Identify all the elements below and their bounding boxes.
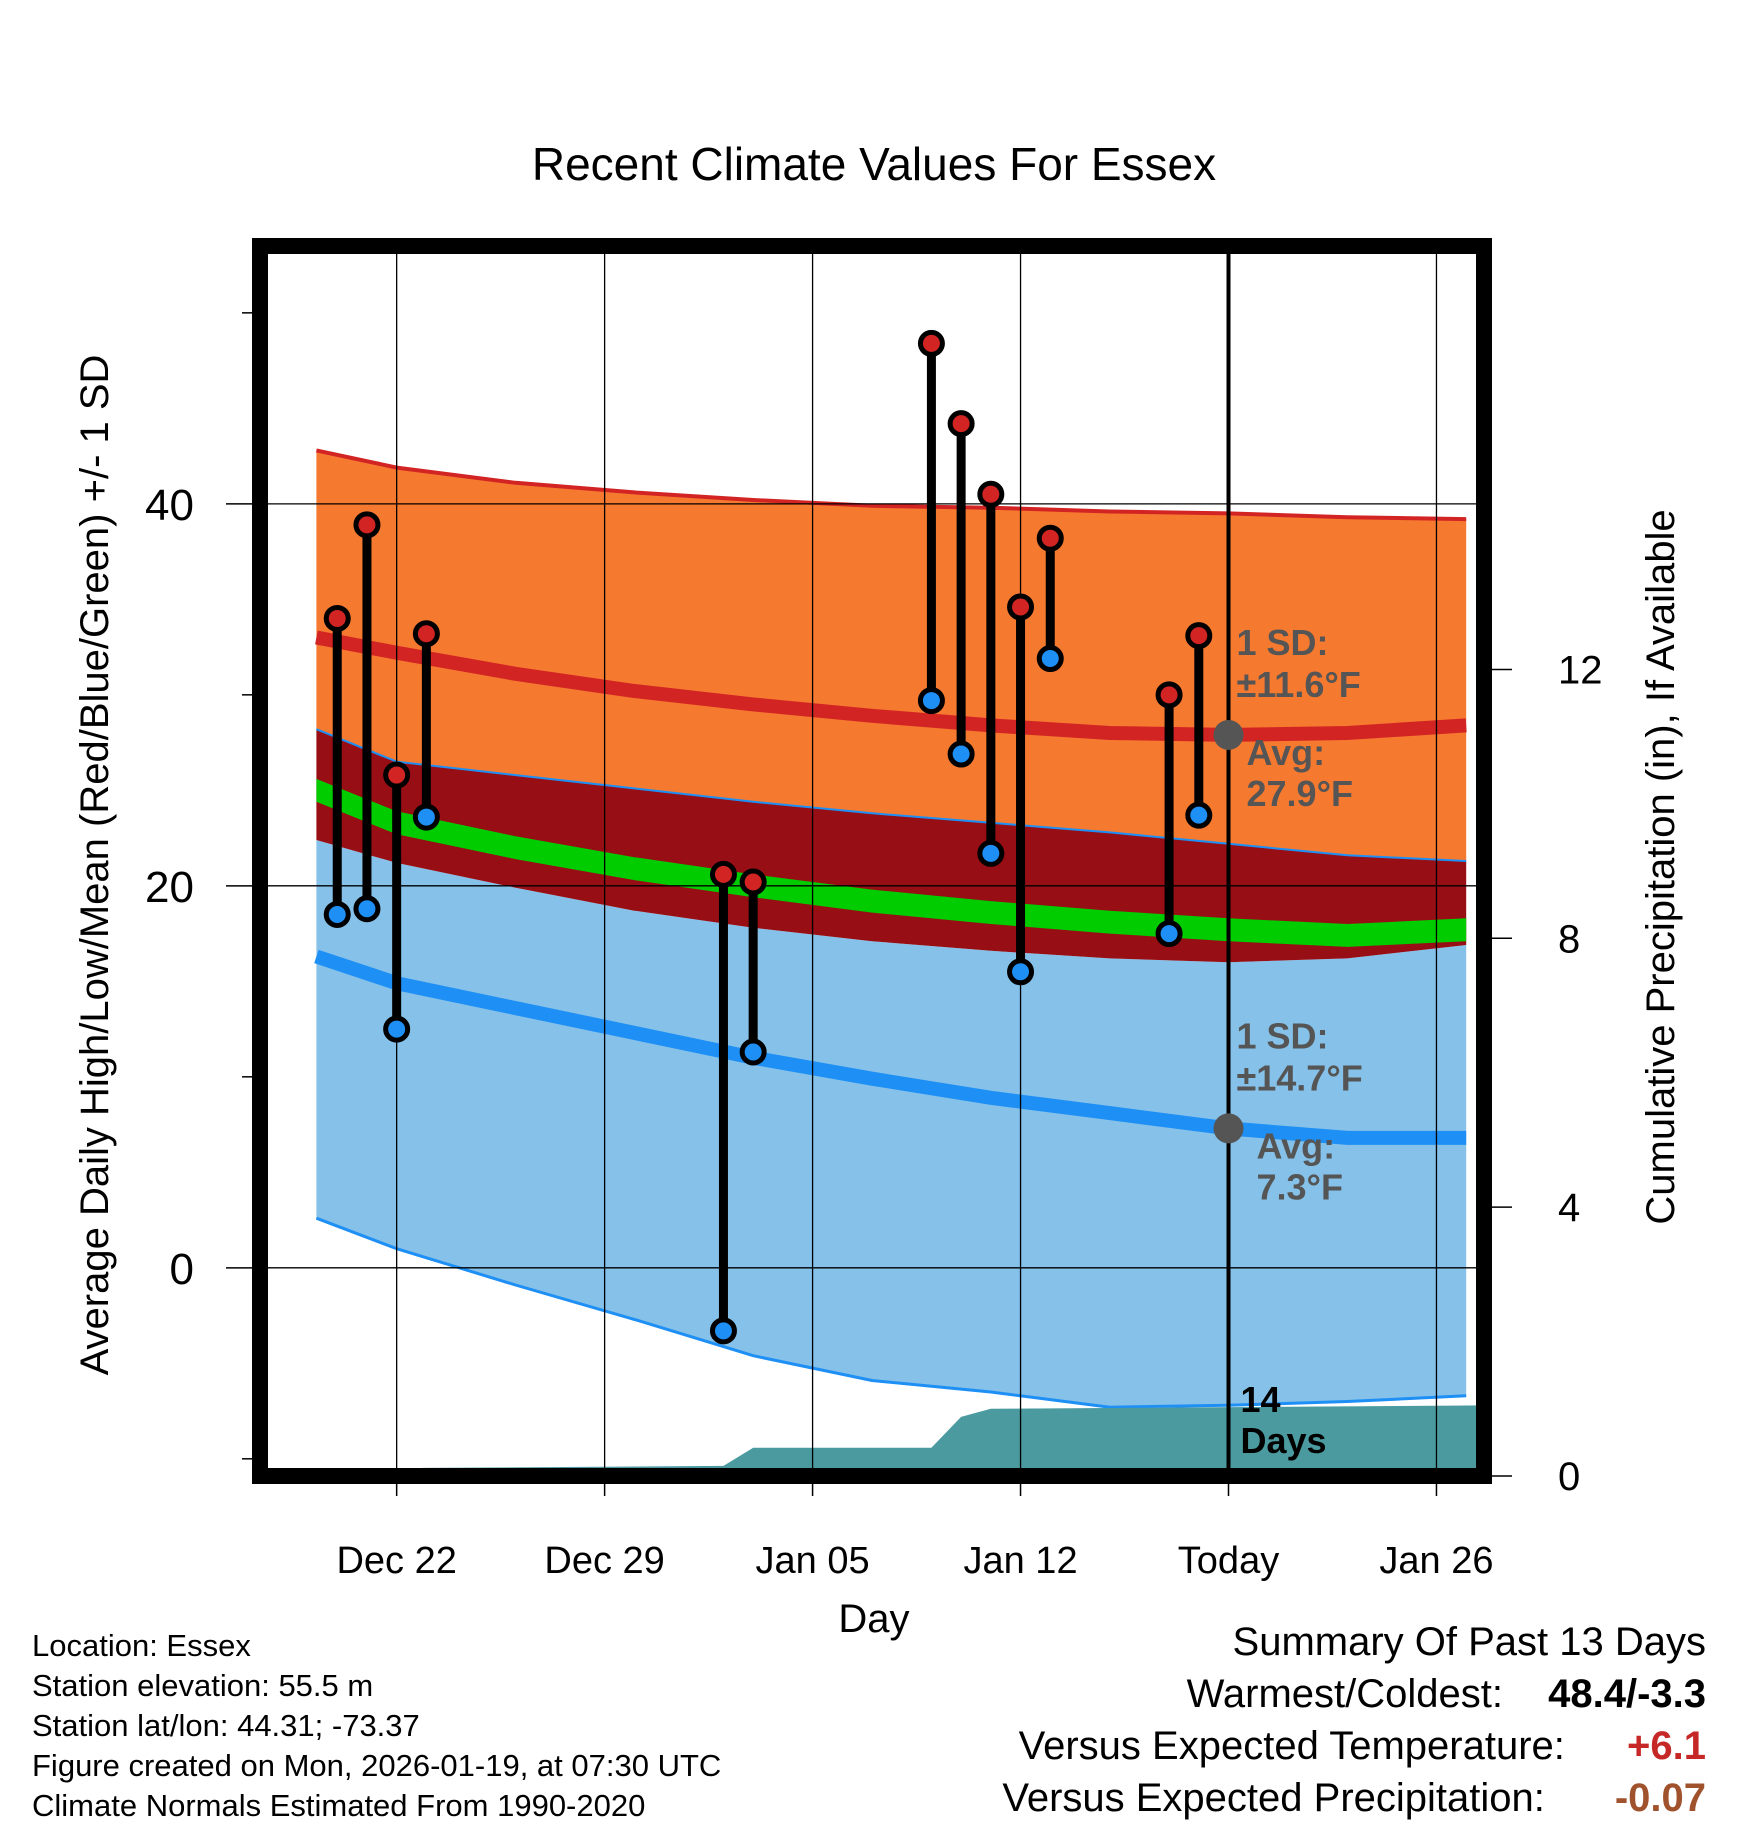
summary-title: Summary Of Past 13 Days bbox=[1232, 1620, 1706, 1664]
low-mean-line bbox=[314, 949, 1467, 1145]
mean-band bbox=[316, 729, 1467, 963]
high-mean-line bbox=[315, 630, 1467, 742]
plot-area bbox=[260, 246, 1484, 1476]
high-lower-line bbox=[316, 728, 1467, 862]
summary-temp: Versus Expected Temperature: +6.1 bbox=[1019, 1724, 1706, 1769]
meta-normals: Climate Normals Estimated From 1990-2020 bbox=[32, 1788, 646, 1823]
obs-low-point-7 bbox=[947, 740, 975, 768]
y-axis-label-left: Average Daily High/Low/Mean (Red/Blue/Gr… bbox=[73, 355, 117, 1376]
high-avg-marker bbox=[1213, 719, 1244, 750]
axes-layer: Dec 22 Dec 29 Jan 05 Jan 12 Today Jan 2602040… bbox=[145, 238, 1603, 1582]
obs-high-point-7 bbox=[947, 410, 975, 438]
obs-high-point-12 bbox=[1185, 622, 1213, 650]
y-right-tick-label-0: 0 bbox=[1558, 1455, 1580, 1499]
obs-low-point-2 bbox=[383, 1015, 411, 1043]
x-tick-label-3: Jan 12 bbox=[963, 1540, 1077, 1582]
high-sd-value: ±11.6°F bbox=[1237, 664, 1361, 705]
obs-low-point-0 bbox=[323, 900, 351, 928]
summary-warm-cold-value: 48.4/-3.3 bbox=[1548, 1672, 1706, 1716]
obs-high-point-6 bbox=[917, 329, 945, 357]
summary-temp-label: Versus Expected Temperature: bbox=[1018, 1724, 1565, 1768]
y-axis-label-right: Cumulative Precipitation (in), If Availa… bbox=[1639, 509, 1683, 1224]
obs-high-point-1 bbox=[353, 511, 381, 539]
low-sd-value: ±14.7°F bbox=[1237, 1057, 1363, 1098]
obs-high-point-9 bbox=[1007, 593, 1035, 621]
x-tick-label-2: Jan 05 bbox=[756, 1540, 870, 1582]
low-sd-band bbox=[316, 840, 1467, 1408]
plot-frame bbox=[252, 238, 1492, 1484]
obs-low-point-5 bbox=[739, 1038, 767, 1066]
obs-low-point-6 bbox=[917, 687, 945, 715]
obs-low-point-12 bbox=[1185, 801, 1213, 829]
observations-layer bbox=[323, 329, 1213, 1345]
obs-high-point-3 bbox=[412, 620, 440, 648]
y-left-tick-label-2: 40 bbox=[145, 481, 194, 530]
obs-high-point-0 bbox=[323, 604, 351, 632]
x-tick-label-5: Jan 26 bbox=[1379, 1540, 1493, 1582]
obs-high-point-10 bbox=[1036, 524, 1064, 552]
y-right-tick-label-1: 4 bbox=[1558, 1186, 1580, 1230]
low-avg-value: 7.3°F bbox=[1257, 1166, 1343, 1207]
meta-elevation: Station elevation: 55.5 m bbox=[32, 1668, 374, 1703]
chart-title: Recent Climate Values For Essex bbox=[532, 138, 1216, 190]
days-word: Days bbox=[1241, 1420, 1327, 1461]
obs-high-point-2 bbox=[383, 761, 411, 789]
obs-low-point-8 bbox=[977, 839, 1005, 867]
obs-low-point-11 bbox=[1155, 920, 1183, 948]
summary-precip: Versus Expected Precipitation: -0.07 bbox=[1002, 1776, 1706, 1821]
obs-high-point-4 bbox=[709, 860, 737, 888]
x-tick-label-0: Dec 22 bbox=[336, 1540, 456, 1582]
summary-warm-cold-label: Warmest/Coldest: bbox=[1186, 1672, 1503, 1716]
summary-precip-value: -0.07 bbox=[1614, 1776, 1706, 1820]
precipitation-area bbox=[316, 1405, 1484, 1476]
mean-line bbox=[316, 778, 1467, 947]
x-tick-label-4: Today bbox=[1178, 1540, 1279, 1582]
high-upper-line bbox=[315, 448, 1467, 522]
low-lower-line bbox=[315, 1216, 1467, 1409]
high-sd-label: 1 SD: bbox=[1237, 622, 1329, 663]
summary-warm-cold: Warmest/Coldest: 48.4/-3.3 bbox=[1187, 1672, 1706, 1717]
days-number: 14 bbox=[1241, 1379, 1281, 1420]
x-axis-label: Day bbox=[838, 1597, 909, 1641]
obs-high-point-11 bbox=[1155, 681, 1183, 709]
meta-location: Location: Essex bbox=[32, 1628, 251, 1663]
y-right-tick-label-2: 8 bbox=[1558, 917, 1580, 961]
low-sd-label: 1 SD: bbox=[1237, 1015, 1329, 1056]
summary-temp-value: +6.1 bbox=[1627, 1724, 1706, 1768]
obs-low-point-1 bbox=[353, 895, 381, 923]
high-avg-label: Avg: bbox=[1247, 732, 1326, 773]
low-avg-marker bbox=[1213, 1113, 1244, 1144]
y-left-tick-label-0: 0 bbox=[170, 1245, 194, 1294]
high-sd-band bbox=[316, 450, 1467, 861]
summary-precip-label: Versus Expected Precipitation: bbox=[1002, 1776, 1545, 1820]
obs-low-point-9 bbox=[1007, 958, 1035, 986]
y-right-tick-label-3: 12 bbox=[1558, 648, 1603, 692]
low-avg-label: Avg: bbox=[1257, 1125, 1336, 1166]
obs-high-point-5 bbox=[739, 868, 767, 896]
obs-low-point-10 bbox=[1036, 645, 1064, 673]
obs-low-point-4 bbox=[709, 1317, 737, 1345]
x-tick-label-1: Dec 29 bbox=[544, 1540, 664, 1582]
meta-latlon: Station lat/lon: 44.31; -73.37 bbox=[32, 1708, 420, 1743]
high-avg-value: 27.9°F bbox=[1247, 773, 1353, 814]
meta-created: Figure created on Mon, 2026-01-19, at 07… bbox=[32, 1748, 722, 1783]
obs-low-point-3 bbox=[412, 803, 440, 831]
y-left-tick-label-1: 20 bbox=[145, 863, 194, 912]
obs-high-point-8 bbox=[977, 480, 1005, 508]
